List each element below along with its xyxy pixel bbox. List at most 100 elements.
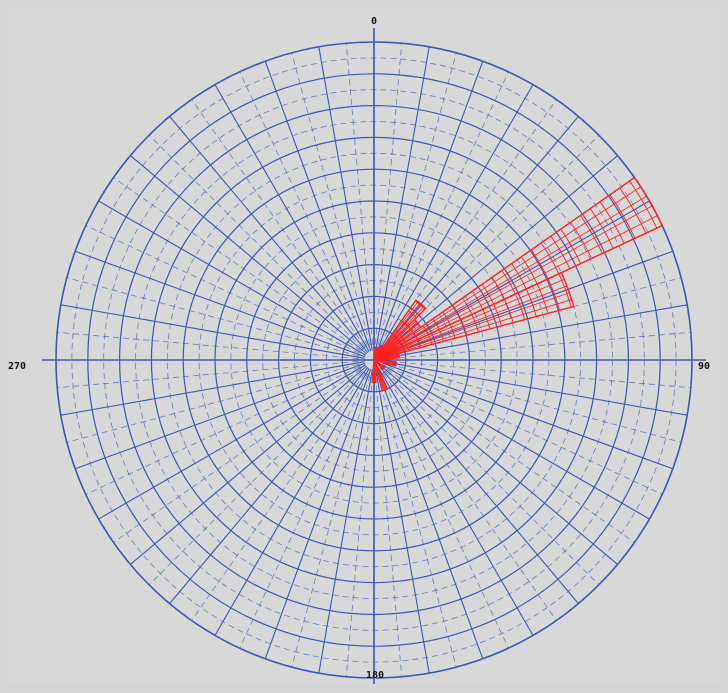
minor-spoke	[66, 277, 359, 357]
angle-tick-label-0: 0	[371, 16, 378, 27]
plot-area: 0 90 180 270	[8, 8, 720, 692]
sector-hatch-arc	[629, 180, 658, 229]
major-spoke	[379, 116, 579, 354]
major-spoke	[378, 84, 534, 353]
minor-spoke	[85, 366, 360, 495]
sector-hatch-ray	[373, 285, 568, 361]
sector-hatch-arc	[406, 344, 410, 351]
sector-hatch-arc	[525, 288, 537, 317]
sector-hatch-arc	[380, 381, 385, 384]
sector-hatch-arc	[399, 334, 404, 340]
minor-spoke	[239, 71, 368, 346]
sector-hatch-ray	[372, 359, 375, 383]
sector-hatch-arc	[408, 310, 417, 318]
angle-tick-label-270: 270	[8, 361, 27, 372]
sector-hatch-ray	[373, 356, 400, 361]
major-spoke	[378, 367, 534, 636]
sector-hatch-arc	[449, 324, 456, 339]
minor-spoke	[377, 375, 457, 668]
sector-hatch-arc	[438, 329, 444, 342]
sector-hatch-arc	[493, 304, 502, 326]
minor-spoke	[380, 71, 509, 346]
sector-hatch-ray	[373, 292, 570, 361]
sector-40	[373, 299, 427, 361]
sector-hatch-arc	[471, 314, 479, 333]
angle-tick-label-180: 180	[366, 670, 385, 681]
major-spoke	[383, 304, 688, 359]
rose-diagram	[42, 28, 706, 692]
minor-spoke	[66, 363, 359, 443]
minor-spoke	[345, 375, 374, 677]
major-spoke	[130, 365, 368, 565]
sector-hatch-arc	[550, 235, 571, 269]
sector-hatch-arc	[390, 342, 395, 347]
sector-hatch-arc	[504, 298, 514, 323]
sector-hatch-ray	[373, 278, 565, 361]
minor-spoke	[389, 363, 682, 443]
sector-hatch-ray	[373, 304, 423, 361]
sector-hatch-arc	[560, 228, 582, 264]
major-spoke	[383, 361, 688, 416]
sector-hatch-ray	[373, 359, 384, 369]
sector-hatch-arc	[417, 339, 421, 348]
major-spoke	[375, 46, 430, 351]
sector-hatch-arc	[396, 353, 399, 358]
sector-50	[373, 318, 422, 361]
minor-spoke	[57, 360, 359, 389]
sector-hatch-ray	[373, 325, 420, 361]
major-spoke	[264, 368, 372, 660]
sector-hatch-ray	[373, 205, 653, 361]
sector-hatch-ray	[373, 359, 396, 366]
major-spoke	[74, 250, 366, 358]
minor-spoke	[374, 43, 403, 345]
sector-hatch-arc	[580, 215, 603, 254]
sector-hatch-arc	[547, 278, 560, 311]
sector-160	[373, 359, 389, 392]
minor-spoke	[389, 360, 691, 389]
major-spoke	[130, 155, 368, 355]
sector-hatch-ray	[373, 302, 421, 361]
major-spoke	[379, 366, 579, 604]
minor-spoke	[148, 370, 364, 586]
major-spoke	[380, 155, 618, 355]
minor-spoke	[57, 331, 359, 360]
sector-hatch-ray	[373, 359, 384, 391]
major-spoke	[169, 116, 369, 354]
minor-spoke	[113, 177, 362, 352]
minor-spoke	[388, 366, 663, 495]
sector-hatch-arc	[558, 273, 572, 308]
minor-spoke	[191, 99, 366, 348]
major-spoke	[318, 46, 373, 351]
sector-hatch-arc	[482, 309, 491, 330]
sector-hatch-arc	[619, 187, 647, 234]
major-spoke	[60, 361, 365, 416]
major-spoke	[375, 369, 430, 674]
sector-hatch-arc	[415, 300, 426, 310]
minor-spoke	[377, 52, 457, 345]
sector-hatch-ray	[373, 186, 641, 361]
minor-spoke	[386, 368, 635, 543]
minor-spoke	[382, 372, 557, 621]
sector-hatch-ray	[373, 215, 658, 361]
sector-60	[373, 176, 664, 361]
minor-spoke	[384, 370, 600, 586]
major-spoke	[382, 250, 674, 358]
minor-spoke	[191, 372, 366, 621]
minor-spoke	[85, 225, 360, 354]
sector-hatch-ray	[373, 346, 383, 361]
major-spoke	[381, 200, 650, 356]
major-spoke	[318, 369, 373, 674]
minor-spoke	[374, 375, 403, 677]
sector-hatch-arc	[536, 283, 549, 314]
sector-hatch-ray	[373, 347, 378, 361]
major-spoke	[380, 365, 618, 565]
major-spoke	[214, 84, 370, 353]
major-spoke	[376, 60, 484, 352]
sector-hatch-ray	[373, 195, 647, 361]
sector-hatch-arc	[589, 208, 614, 249]
major-spoke	[60, 304, 365, 359]
major-spoke	[382, 362, 674, 470]
minor-spoke	[148, 134, 364, 350]
minor-spoke	[345, 43, 374, 345]
major-spoke	[381, 364, 650, 520]
